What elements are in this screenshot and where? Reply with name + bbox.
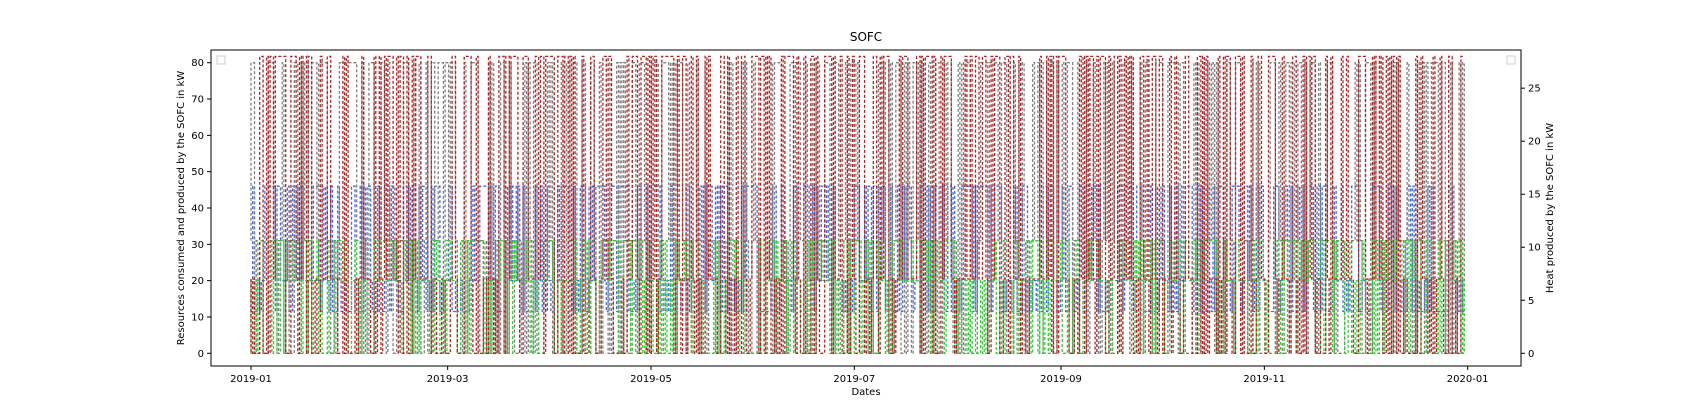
y-left-tick-label: 70 — [191, 95, 204, 106]
y-right-tick-label: 0 — [1528, 349, 1534, 360]
legend-right-box — [1506, 55, 1516, 65]
y-right-tick-label: 5 — [1528, 296, 1534, 307]
y-axis-left-label: Resources consumed and produced by the S… — [176, 71, 187, 346]
y-left-tick-label: 50 — [191, 167, 204, 178]
y-left-tick-label: 60 — [191, 131, 204, 142]
x-tick-label: 2019-07 — [833, 374, 875, 385]
y-left-tick-label: 30 — [191, 240, 204, 251]
y-right-tick-label: 10 — [1528, 243, 1541, 254]
y-left-tick-label: 0 — [198, 349, 204, 360]
x-axis: 2019-01 2019-03 2019-05 2019-07 2019-09 2019-… — [230, 366, 1489, 385]
y-left-tick-label: 40 — [191, 204, 204, 215]
x-tick-label: 2019-05 — [630, 374, 672, 385]
y-right-tick-label: 25 — [1528, 84, 1541, 95]
y-left-tick-label: 80 — [191, 58, 204, 69]
y-axis-right: 0 5 10 15 20 25 — [1521, 84, 1541, 360]
x-tick-label: 2019-03 — [427, 374, 469, 385]
x-tick-label: 2019-09 — [1040, 374, 1082, 385]
y-left-tick-label: 10 — [191, 312, 204, 323]
y-left-tick-label: 20 — [191, 276, 204, 287]
x-tick-label: 2019-01 — [230, 374, 272, 385]
y-axis-left: 0 10 20 30 40 50 60 70 80 — [191, 58, 211, 360]
y-right-tick-label: 15 — [1528, 190, 1541, 201]
x-tick-label: 2019-11 — [1243, 374, 1285, 385]
y-axis-right-label: Heat produced by the SOFC in kW — [1545, 123, 1556, 293]
legend-left-box — [216, 55, 226, 65]
chart-title: SOFC — [850, 30, 882, 44]
y-right-tick-label: 20 — [1528, 137, 1541, 148]
plot-area — [250, 55, 1465, 354]
series-3 — [250, 55, 1465, 354]
x-tick-label: 2020-01 — [1447, 374, 1489, 385]
x-axis-label: Dates — [851, 387, 880, 398]
series-line — [250, 55, 1465, 354]
